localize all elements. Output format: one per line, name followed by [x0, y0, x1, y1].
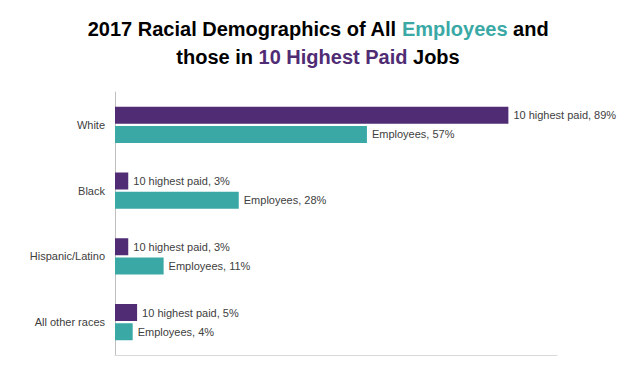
svg-text:Employees, 4%: Employees, 4%: [138, 326, 215, 338]
svg-text:Black: Black: [78, 185, 105, 197]
svg-text:Jobs: Jobs: [407, 46, 459, 68]
svg-text:White: White: [77, 119, 105, 131]
svg-text:Employees, 11%: Employees, 11%: [169, 260, 251, 272]
svg-text:2017 Racial Demographics of Al: 2017 Racial Demographics of All: [88, 18, 402, 40]
svg-text:Employees, 57%: Employees, 57%: [372, 128, 455, 140]
svg-text:10 highest paid, 3%: 10 highest paid, 3%: [133, 241, 230, 253]
svg-text:Hispanic/Latino: Hispanic/Latino: [30, 250, 105, 262]
svg-text:Employees, 28%: Employees, 28%: [244, 194, 327, 206]
svg-text:10 Highest Paid: 10 Highest Paid: [259, 46, 408, 68]
svg-text:and: and: [508, 18, 549, 40]
svg-text:10 highest paid, 3%: 10 highest paid, 3%: [133, 175, 230, 187]
svg-text:Employees: Employees: [402, 18, 508, 40]
svg-text:10 highest paid, 5%: 10 highest paid, 5%: [142, 307, 239, 319]
svg-text:10 highest paid, 89%: 10 highest paid, 89%: [513, 109, 616, 121]
svg-text:those in: those in: [176, 46, 258, 68]
svg-text:All other races: All other races: [35, 316, 106, 328]
